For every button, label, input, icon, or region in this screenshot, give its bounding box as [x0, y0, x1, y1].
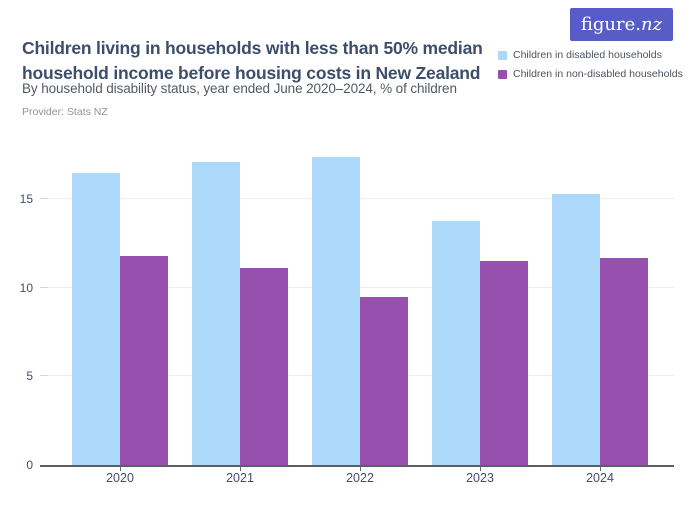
legend-swatch-icon: [498, 69, 507, 79]
plot-area: 2020 2021 2022 2023 2024: [40, 155, 674, 485]
x-axis-tick: [600, 467, 601, 471]
y-axis-tick-label: 0: [26, 458, 33, 472]
bar-2021-disabled: [192, 162, 240, 465]
legend-swatch-icon: [498, 50, 507, 60]
bar-chart: 2020 2021 2022 2023 2024 0 5 10 15: [0, 155, 700, 515]
legend-item-label: Children in non-disabled households: [513, 68, 683, 80]
y-axis-tick: [40, 286, 48, 288]
bar-2021-non-disabled: [240, 268, 288, 465]
x-axis-label: 2020: [106, 471, 134, 485]
x-axis-label: 2023: [466, 471, 494, 485]
page-title: Children living in households with less …: [22, 37, 483, 83]
y-axis-tick: [40, 375, 48, 377]
x-axis-label: 2024: [586, 471, 614, 485]
bar-2024-disabled: [552, 193, 600, 465]
bar-2023-disabled: [432, 220, 480, 465]
x-axis-tick: [120, 467, 121, 471]
figure-nz-logo[interactable]: figure.nz: [570, 8, 673, 41]
legend-item-0: Children in disabled households: [498, 49, 683, 61]
bar-2020-non-disabled: [120, 255, 168, 465]
chart-legend: Children in disabled households Children …: [498, 49, 683, 80]
x-axis-line: [40, 465, 674, 467]
bar-2022-non-disabled: [360, 296, 408, 465]
x-axis-label: 2021: [226, 471, 254, 485]
x-axis-tick: [480, 467, 481, 471]
x-axis-tick: [360, 467, 361, 471]
x-axis-tick: [240, 467, 241, 471]
bar-2024-non-disabled: [600, 257, 648, 465]
y-axis-tick: [40, 198, 48, 200]
bar-2020-disabled: [72, 172, 120, 465]
legend-item-label: Children in disabled households: [513, 49, 662, 61]
chart-subtitle: By household disability status, year end…: [22, 81, 457, 96]
y-axis-tick-label: 5: [26, 369, 33, 384]
legend-item-1: Children in non-disabled households: [498, 68, 683, 80]
bar-2023-non-disabled: [480, 261, 528, 465]
bar-2022-disabled: [312, 156, 360, 465]
y-axis-tick-label: 10: [19, 280, 33, 295]
figure-nz-logo-text: figure.nz: [580, 14, 663, 35]
provider-label: Provider: Stats NZ: [22, 106, 108, 118]
y-axis-tick-label: 15: [19, 192, 33, 207]
x-axis-label: 2022: [346, 471, 374, 485]
